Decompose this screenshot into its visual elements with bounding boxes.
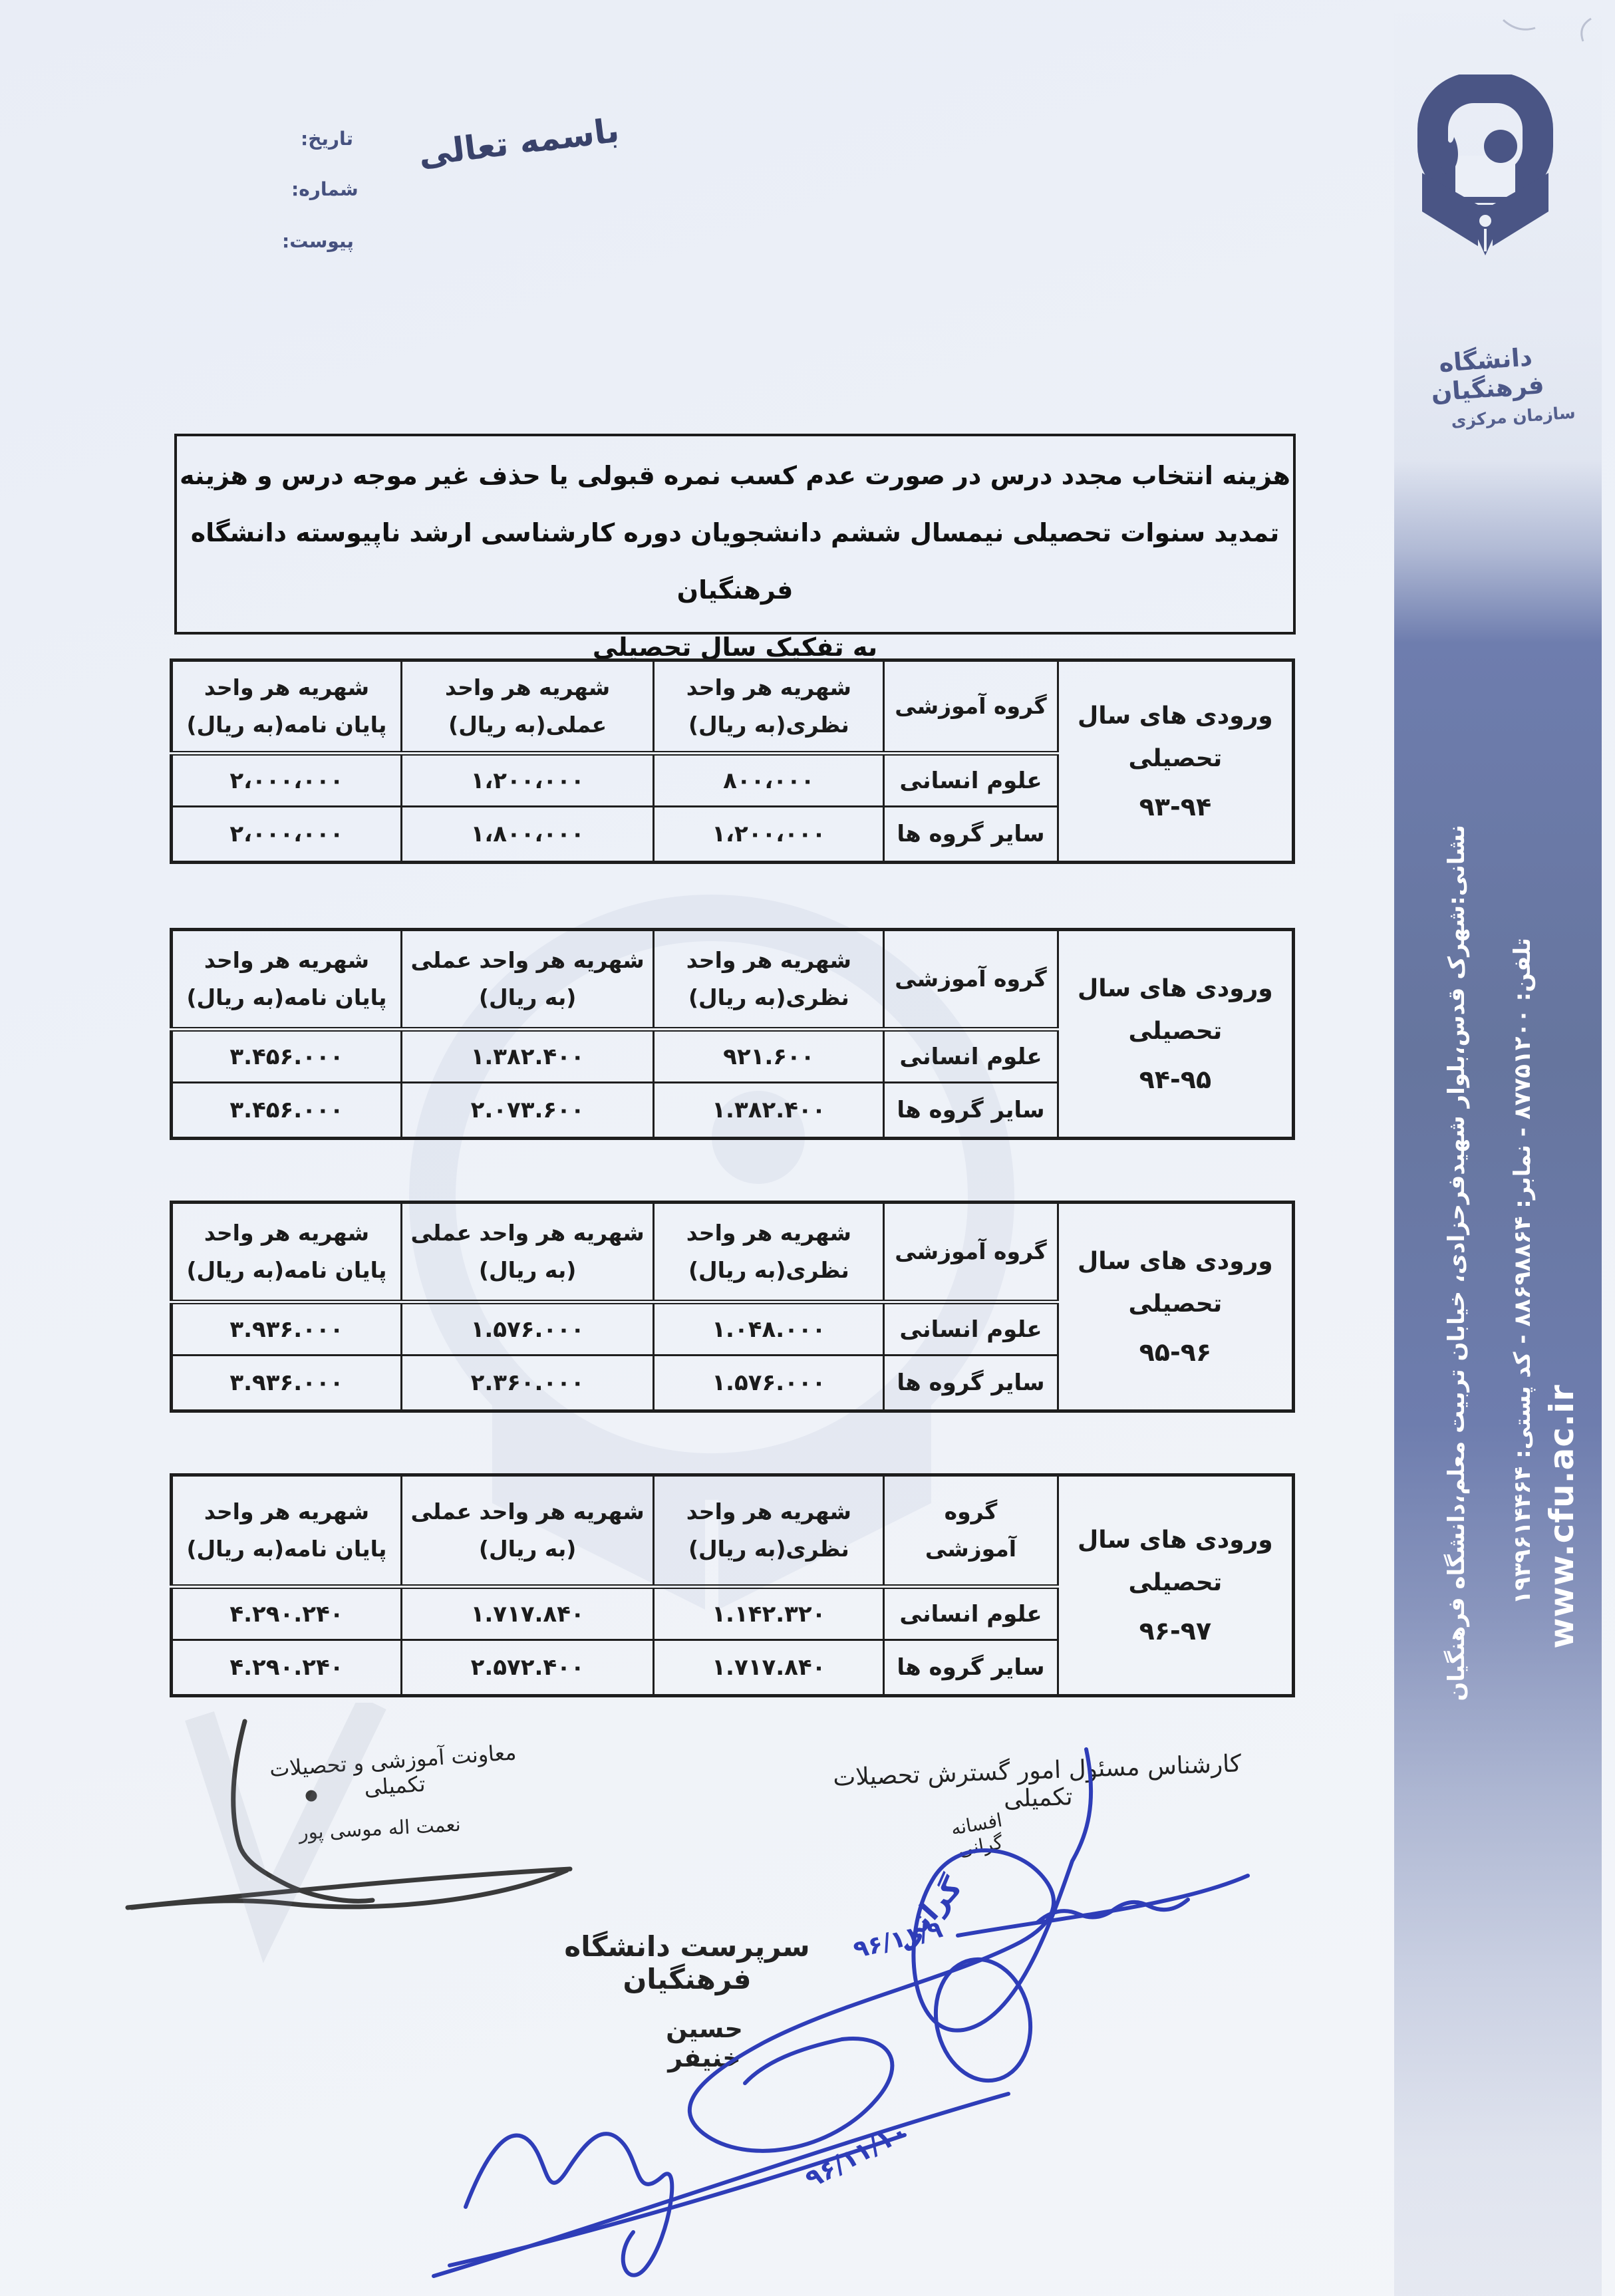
- thesis-header: شهریه هر واحد پایان نامه(به ریال): [170, 659, 402, 756]
- fee-table-96-97: ورودی های سال تحصیلی ۹۶-۹۷ گروه آموزشی شه…: [170, 1473, 1295, 1697]
- thesis-fee: ۳.۴۵۶.۰۰۰: [170, 1081, 402, 1139]
- thesis-fee: ۴.۲۹۰.۲۴۰: [170, 1639, 402, 1697]
- theory-header: شهریه هر واحد نظری(به ریال): [653, 1474, 885, 1589]
- group-cell: سایر گروه ها: [883, 805, 1059, 863]
- thesis-fee: ۲،۰۰۰،۰۰۰: [170, 805, 402, 863]
- group-header: گروه آموزشی: [883, 929, 1059, 1032]
- theory-fee: ۱.۵۷۶.۰۰۰: [653, 1354, 885, 1412]
- year-cell: ورودی های سال تحصیلی ۹۶-۹۷: [1056, 1474, 1295, 1697]
- group-header: گروه آموزشی: [883, 1474, 1059, 1589]
- attachment-field-label: پیوست:: [282, 230, 354, 252]
- university-logo-icon: [1417, 74, 1553, 255]
- number-field-label: شماره:: [291, 178, 359, 200]
- year-label: ورودی های سال تحصیلی: [1078, 974, 1273, 1045]
- expert-signature-icon: [687, 1747, 1250, 2153]
- practical-header: شهریه هر واحد عملی (به ریال): [400, 1201, 655, 1304]
- theory-fee: ۸۰۰،۰۰۰: [653, 752, 885, 807]
- head-name: حسین خنیفر: [666, 2014, 743, 2073]
- practical-header: شهریه هر واحد عملی(به ریال): [400, 659, 655, 756]
- theory-fee: ۱،۲۰۰،۰۰۰: [653, 805, 885, 863]
- theory-fee: ۹۲۱.۶۰۰: [653, 1028, 885, 1083]
- thesis-fee: ۳.۴۵۶.۰۰۰: [170, 1028, 402, 1083]
- sidebar-band: [1394, 0, 1602, 2296]
- theory-fee: ۱.۰۴۸.۰۰۰: [653, 1301, 885, 1356]
- group-cell: علوم انسانی: [883, 1586, 1059, 1641]
- group-cell: علوم انسانی: [883, 1028, 1059, 1083]
- practical-fee: ۱،۲۰۰،۰۰۰: [400, 752, 655, 807]
- group-cell: سایر گروه ها: [883, 1354, 1059, 1412]
- head-role-title: سرپرست دانشگاه فرهنگیان: [564, 1930, 810, 1995]
- showthrough-mark: [185, 1703, 386, 1963]
- table-row: سایر گروه ها ۱.۷۱۷.۸۴۰ ۲.۵۷۲.۴۰۰ ۴.۲۹۰.۲…: [170, 1639, 1294, 1697]
- fee-table-94-95: ورودی های سال تحصیلی ۹۴-۹۵ گروه آموزشی شه…: [170, 928, 1295, 1140]
- fee-table-93-94: ورودی های سال تحصیلی ۹۳-۹۴ گروه آموزشی شه…: [170, 658, 1295, 864]
- practical-fee: ۲.۰۷۳.۶۰۰: [400, 1081, 655, 1139]
- group-cell: سایر گروه ها: [883, 1081, 1059, 1139]
- table-row: علوم انسانی ۹۲۱.۶۰۰ ۱.۳۸۲.۴۰۰ ۳.۴۵۶.۰۰۰: [170, 1028, 1294, 1083]
- table-row: علوم انسانی ۸۰۰،۰۰۰ ۱،۲۰۰،۰۰۰ ۲،۰۰۰،۰۰۰: [170, 752, 1294, 807]
- title-line-2: تمدید سنوات تحصیلی نیمسال ششم دانشجویان …: [190, 518, 1280, 605]
- group-cell: علوم انسانی: [883, 1301, 1059, 1356]
- thesis-header: شهریه هر واحد پایان نامه(به ریال): [170, 929, 402, 1032]
- theory-fee: ۱.۳۸۲.۴۰۰: [653, 1081, 885, 1139]
- thesis-fee: ۲،۰۰۰،۰۰۰: [170, 752, 402, 807]
- practical-fee: ۱،۸۰۰،۰۰۰: [400, 805, 655, 863]
- corner-smudge: [1502, 17, 1592, 42]
- signatures-ink-layer: [125, 1703, 1250, 2278]
- group-header: گروه آموزشی: [883, 1201, 1059, 1304]
- title-line-1: هزینه انتخاب مجدد درس در صورت عدم کسب نم…: [180, 461, 1290, 490]
- table-row: علوم انسانی ۱.۰۴۸.۰۰۰ ۱.۵۷۶.۰۰۰ ۳.۹۳۶.۰۰…: [170, 1301, 1294, 1356]
- theory-header: شهریه هر واحد نظری(به ریال): [653, 659, 885, 756]
- theory-fee: ۱.۷۱۷.۸۴۰: [653, 1639, 885, 1697]
- table-row: سایر گروه ها ۱،۲۰۰،۰۰۰ ۱،۸۰۰،۰۰۰ ۲،۰۰۰،۰…: [170, 805, 1294, 863]
- theory-header: شهریه هر واحد نظری(به ریال): [653, 929, 885, 1032]
- practical-fee: ۱.۷۱۷.۸۴۰: [400, 1586, 655, 1641]
- deputy-signature-icon: [125, 1719, 573, 1910]
- group-cell: سایر گروه ها: [883, 1639, 1059, 1697]
- year-value: ۹۴-۹۵: [1139, 1064, 1212, 1094]
- practical-fee: ۲.۳۶۰.۰۰۰: [400, 1354, 655, 1412]
- year-label: ورودی های سال تحصیلی: [1078, 1526, 1273, 1596]
- year-cell: ورودی های سال تحصیلی ۹۴-۹۵: [1056, 929, 1295, 1139]
- year-label: ورودی های سال تحصیلی: [1078, 1247, 1273, 1318]
- theory-fee: ۱.۱۴۲.۳۲۰: [653, 1586, 885, 1641]
- title-line-3: به تفکیک سال تحصیلی: [592, 633, 878, 662]
- bismillah-calligraphy: باسمه تعالی: [416, 110, 621, 174]
- sidebar-website: www.cfu.ac.ir: [1542, 1384, 1581, 1649]
- sidebar-address: نشانی:شهرک قدس،بلوار شهیدفرحزادی، خیابان…: [1443, 825, 1470, 1701]
- year-value: ۹۳-۹۴: [1139, 791, 1212, 821]
- year-value: ۹۵-۹۶: [1139, 1337, 1212, 1367]
- head-signature-icon: [432, 2092, 1010, 2278]
- group-header: گروه آموزشی: [883, 659, 1059, 756]
- year-cell: ورودی های سال تحصیلی ۹۳-۹۴: [1056, 659, 1295, 863]
- year-label: ورودی های سال تحصیلی: [1078, 702, 1273, 772]
- thesis-fee: ۳.۹۳۶.۰۰۰: [170, 1354, 402, 1412]
- date-field-label: تاریخ:: [301, 128, 354, 150]
- thesis-fee: ۴.۲۹۰.۲۴۰: [170, 1586, 402, 1641]
- practical-header: شهریه هر واحد عملی (به ریال): [400, 929, 655, 1032]
- title-box: هزینه انتخاب مجدد درس در صورت عدم کسب نم…: [174, 434, 1296, 662]
- sidebar-phone-fax-postal: تلفن: ۸۷۷۵۱۲۰۰ - نمابر: ۸۸۶۹۸۸۶۴ - کد پس…: [1509, 938, 1536, 1605]
- thesis-fee: ۳.۹۳۶.۰۰۰: [170, 1301, 402, 1356]
- thesis-header: شهریه هر واحد پایان نامه(به ریال): [170, 1201, 402, 1304]
- practical-fee: ۱.۳۸۲.۴۰۰: [400, 1028, 655, 1083]
- fee-table-95-96: ورودی های سال تحصیلی ۹۵-۹۶ گروه آموزشی شه…: [170, 1201, 1295, 1413]
- year-cell: ورودی های سال تحصیلی ۹۵-۹۶: [1056, 1201, 1295, 1412]
- practical-fee: ۲.۵۷۲.۴۰۰: [400, 1639, 655, 1697]
- thesis-header: شهریه هر واحد پایان نامه(به ریال): [170, 1474, 402, 1589]
- group-cell: علوم انسانی: [883, 752, 1059, 807]
- practical-header: شهریه هر واحد عملی (به ریال): [400, 1474, 655, 1589]
- table-row: علوم انسانی ۱.۱۴۲.۳۲۰ ۱.۷۱۷.۸۴۰ ۴.۲۹۰.۲۴…: [170, 1586, 1294, 1641]
- table-row: سایر گروه ها ۱.۵۷۶.۰۰۰ ۲.۳۶۰.۰۰۰ ۳.۹۳۶.۰…: [170, 1354, 1294, 1412]
- theory-header: شهریه هر واحد نظری(به ریال): [653, 1201, 885, 1304]
- year-value: ۹۶-۹۷: [1139, 1616, 1212, 1646]
- practical-fee: ۱.۵۷۶.۰۰۰: [400, 1301, 655, 1356]
- table-row: سایر گروه ها ۱.۳۸۲.۴۰۰ ۲.۰۷۳.۶۰۰ ۳.۴۵۶.۰…: [170, 1081, 1294, 1139]
